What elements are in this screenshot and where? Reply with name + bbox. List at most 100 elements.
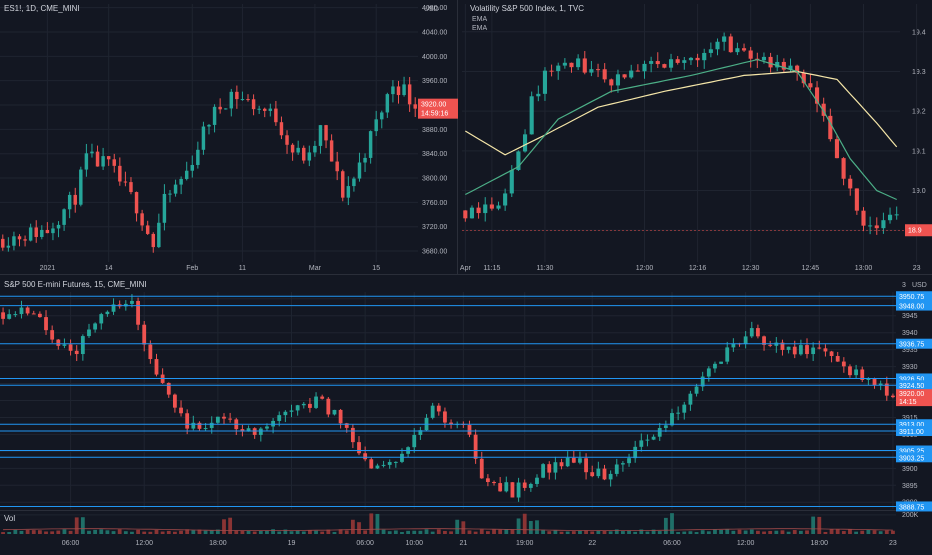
candle-body [190,164,195,171]
candle-body [50,330,55,340]
candle-body [23,239,27,241]
volume-bar [7,532,12,534]
candle-body [811,347,816,355]
candle-body [748,50,753,59]
candle-body [350,427,355,443]
pane-volume[interactable] [0,513,896,534]
candle-body [516,482,521,498]
volume-bar [166,530,171,534]
es-daily-unit: USD [424,6,439,13]
candle-body [743,336,748,345]
level-label: 3948.00 [899,304,924,311]
candle-body [522,482,527,488]
candle-body [814,87,820,104]
candle-body [565,457,570,467]
y-tick-label: 3945 [902,313,918,320]
volume-bar [160,531,165,534]
volume-bar [786,531,791,534]
volume-bar [467,530,472,534]
candle-body [841,158,846,179]
candle-body [99,314,104,324]
volume-bar [541,529,546,534]
candle-body [715,41,720,50]
volume-bar [639,529,644,534]
volume-bar [246,530,251,534]
candle-body [516,151,521,170]
candle-body [162,193,167,223]
x-tick-label: 11:15 [483,265,500,272]
volume-bar [676,532,681,534]
candle-body [271,420,275,427]
volume-bar [737,529,742,534]
candle-body [639,440,644,447]
pane-es-15m[interactable]: 3890389539003905391039153920392539303935… [0,291,932,547]
pane-vix-1m[interactable]: 18.9 19.0 19.1 19.2 19.3 19.4 11:15 11:30 12:00 1… [462,4,932,272]
candle-body [848,366,852,376]
candle-body [44,317,48,331]
volume-bar [375,513,380,534]
candle-body [529,96,534,135]
volume-bar [93,529,98,534]
candle-body [861,210,866,226]
candle-body [37,313,42,318]
candle-body [258,428,263,435]
volume-bar [271,529,275,534]
candle-body [296,147,300,153]
last-price-tag [896,389,932,407]
level-label: 3926.50 [899,376,924,383]
candle-body [179,407,183,414]
candle-body [675,59,680,63]
y-tick-label: 3915 [902,415,918,422]
candle-body [45,229,50,234]
candle-body [302,147,306,161]
candle-body [725,347,730,362]
candle-body [51,228,55,234]
volume-bar [424,529,429,534]
candle-body [62,344,67,346]
volume-bar [258,530,263,534]
volume-bar [866,529,871,534]
candle-body [828,115,833,140]
candle-body [105,311,110,315]
volume-bar [344,530,349,534]
volume-bar [19,530,24,534]
candle-body [541,464,546,478]
candle-body [385,94,390,113]
candle-body [179,178,183,185]
candle-body [688,393,693,405]
candle-body [492,481,496,484]
volume-bar [627,530,631,534]
level-label: 3950.75 [899,294,924,301]
volume-bar [694,532,699,534]
candle-body [589,69,594,73]
candle-body [74,350,79,355]
volume-bar [455,519,460,534]
volume-bar [535,520,539,534]
x-tick-label: 14 [105,265,113,272]
y-tick-label: 3880.00 [422,127,447,134]
candle-body [13,314,18,316]
candle-body [130,300,134,304]
volume-bar [651,529,656,534]
candle-body [780,342,785,350]
x-tick-label: 22 [588,540,596,547]
volume-bar [283,529,288,534]
volume-bar [185,529,190,534]
candle-body [668,59,674,68]
candle-body [676,412,681,414]
candle-body [369,459,374,469]
y-tick-label: 19.2 [912,109,926,116]
pane-es-daily[interactable]: 3680.00 3720.00 3760.00 3800.00 3840.00 3880.… [0,4,471,272]
candle-body [430,405,435,418]
volume-bar [99,529,104,534]
volume-bar [222,519,226,534]
candle-body [101,156,105,167]
candle-body [79,169,83,205]
candle-body [111,304,116,312]
candle-body [841,361,846,367]
level-tag [896,501,932,512]
candle-body [148,344,153,360]
x-tick-label: 12:45 [802,265,820,272]
volume-bar [596,530,601,534]
